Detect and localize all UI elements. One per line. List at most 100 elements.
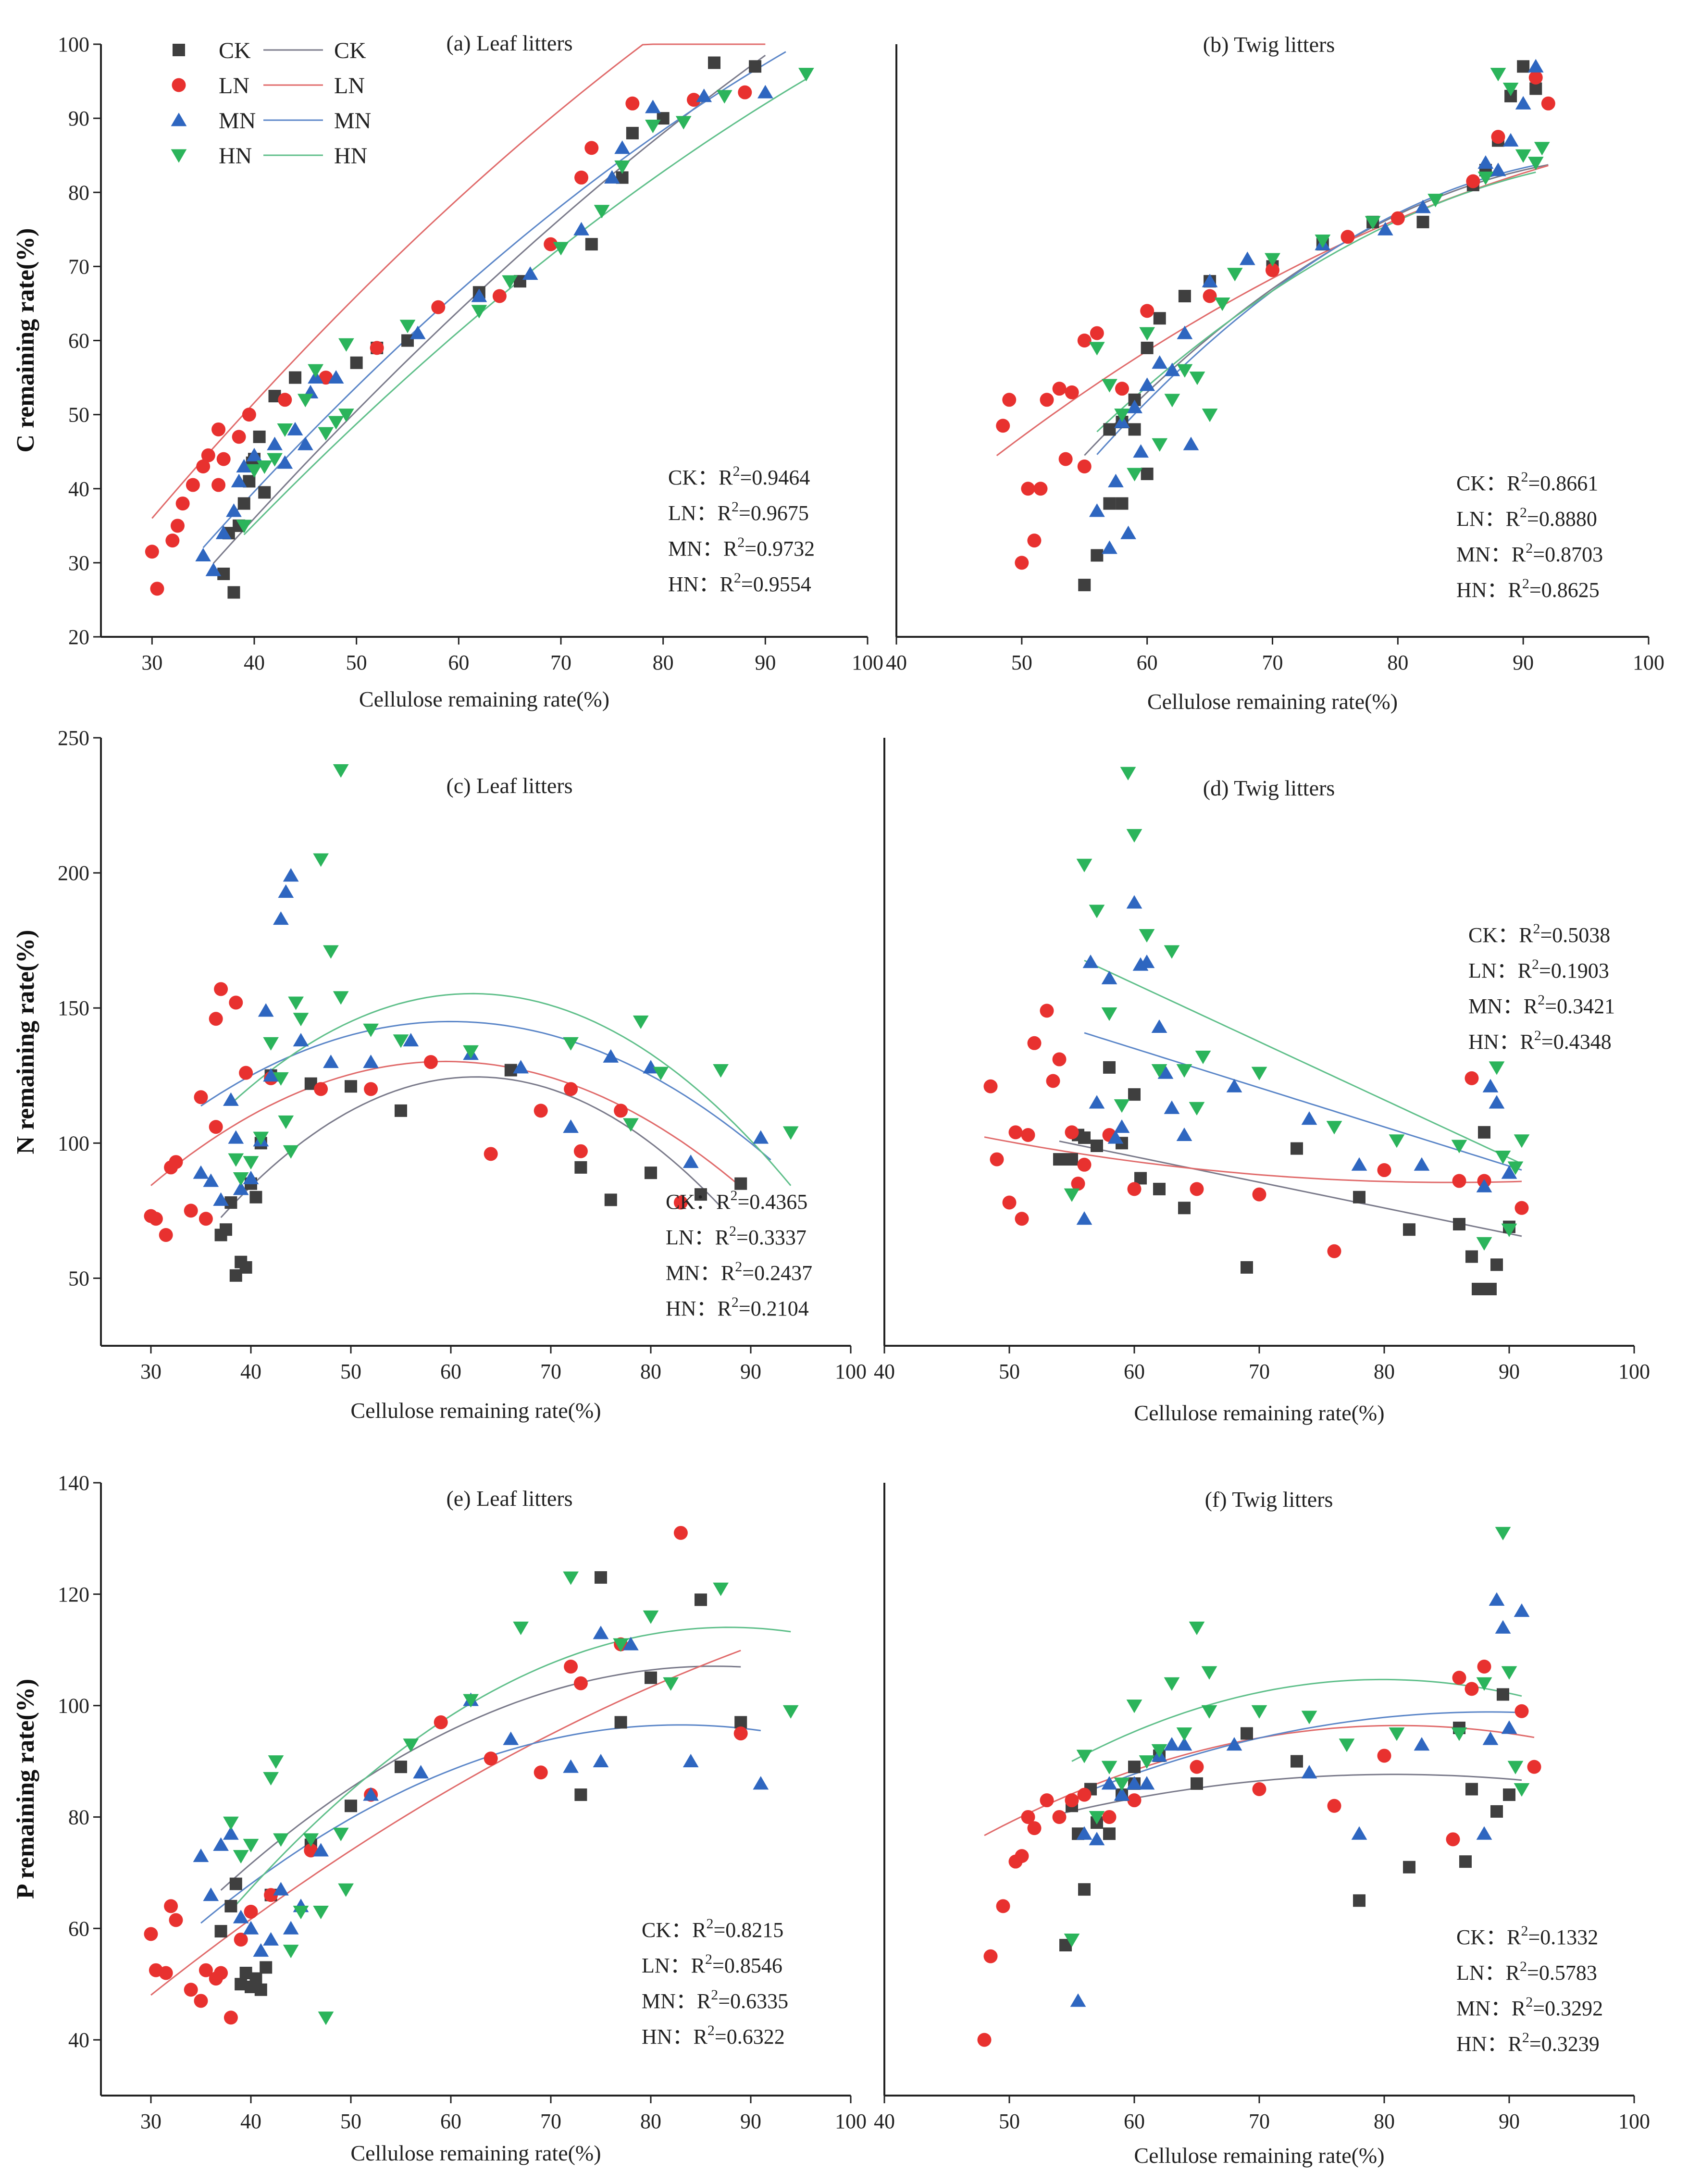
fit-line-ck [220,1076,721,1218]
point-mn [563,1759,579,1773]
point-mn [410,325,426,339]
point-hn [1151,1744,1167,1758]
point-mn [1515,96,1531,110]
panel-title: (d) Twig litters [1203,776,1335,800]
point-ln [1065,1793,1079,1808]
point-mn [522,266,538,280]
point-hn [563,1037,579,1051]
y-tick-label: 30 [68,551,89,575]
point-ln [209,1012,223,1026]
point-ln [194,1994,208,2008]
point-mn [1070,1993,1086,2007]
r2-annotation: LN：R2=0.9675 [668,499,809,525]
fit-line-ck [212,54,766,564]
point-hn [333,991,349,1005]
point-hn [318,427,334,441]
point-hn [1064,1933,1080,1948]
point-ln [1021,482,1035,496]
point-mn [1164,1100,1180,1114]
point-ln [1327,1799,1341,1813]
x-tick-label: 80 [640,1360,661,1383]
point-ck [345,1799,357,1812]
point-hn [1089,342,1105,356]
point-hn [1476,1237,1492,1251]
x-tick-label: 60 [1137,651,1158,674]
y-tick-label: 60 [68,329,89,353]
point-ln [996,419,1010,433]
point-ln [573,1676,588,1690]
point-ln [171,519,185,533]
point-hn [1089,1811,1105,1825]
point-ck [239,1261,252,1274]
point-hn [338,409,354,422]
point-mn [1101,1776,1117,1790]
r2-annotation: CK：R2=0.8661 [1456,469,1598,495]
point-mn [683,1154,699,1168]
panel-f: 40 50 60 70 80 90 100 Cellulose remaining rate(… [874,1483,1650,2168]
point-ln [1452,1174,1466,1188]
point-mn [1089,1832,1105,1846]
point-mn [313,1843,329,1857]
point-ln [1090,326,1104,340]
point-hn [1501,1223,1517,1237]
point-mn [1301,1765,1317,1779]
point-hn [1114,1099,1130,1113]
point-mn [1183,436,1199,450]
legend-label: HN [219,143,252,169]
point-ln [169,1913,183,1927]
point-ln [1127,1182,1142,1196]
point-ln [1140,304,1154,318]
r2-annotation: MN：R2=0.3292 [1456,1994,1603,2020]
y-tick-label: 100 [58,1131,89,1155]
x-tick-label: 100 [852,651,883,674]
point-ln [564,1082,578,1096]
point-ln [484,1751,498,1766]
point-ln [1127,1793,1142,1808]
fit-line-mn [1096,164,1536,455]
point-hn [1514,1783,1530,1797]
point-mn [267,436,283,450]
point-hn [1152,438,1168,452]
point-ck [1472,1282,1484,1295]
point-mn [287,422,303,435]
point-ln [1002,1195,1017,1210]
point-ln [244,1905,258,1919]
x-tick-label: 100 [835,1360,867,1383]
x-tick-label: 40 [886,651,907,674]
point-hn [293,1906,309,1920]
x-tick-label: 40 [874,2110,895,2133]
point-ln [1015,1212,1029,1226]
point-hn [273,1072,289,1086]
y-tick-label: 80 [68,1805,89,1829]
r2-annotation: CK：R2=0.8215 [642,1916,783,1942]
point-hn [1126,829,1142,843]
point-ck [249,1972,262,1985]
point-mn [1527,59,1544,73]
point-ln [159,1966,173,1980]
point-ln [1477,1660,1491,1674]
point-ck [626,126,639,139]
point-mn [226,503,242,517]
point-ln [304,1843,318,1858]
point-ck [1078,579,1091,592]
point-mn [273,1882,289,1896]
point-mn [1514,1603,1530,1617]
point-ln [1008,1125,1023,1140]
point-ck [1403,1861,1415,1874]
point-mn [1351,1157,1367,1171]
x-tick-label: 90 [1499,1360,1520,1383]
legend-line-label: LN [334,73,365,99]
legend-line-label: CK [334,38,366,63]
point-hn [313,1906,329,1920]
point-ck [1091,549,1104,562]
x-tick-label: 80 [640,2110,661,2133]
point-ln [1266,263,1279,277]
y-tick-label: 40 [68,2028,89,2052]
point-ln [1190,1182,1204,1196]
point-ck [1178,290,1191,303]
point-mn [403,1033,419,1047]
r2-annotation: HN：R2=0.3239 [1456,2030,1600,2056]
point-hn [1495,1526,1511,1540]
x-tick-label: 70 [1249,1360,1270,1383]
point-hn [243,1838,259,1853]
